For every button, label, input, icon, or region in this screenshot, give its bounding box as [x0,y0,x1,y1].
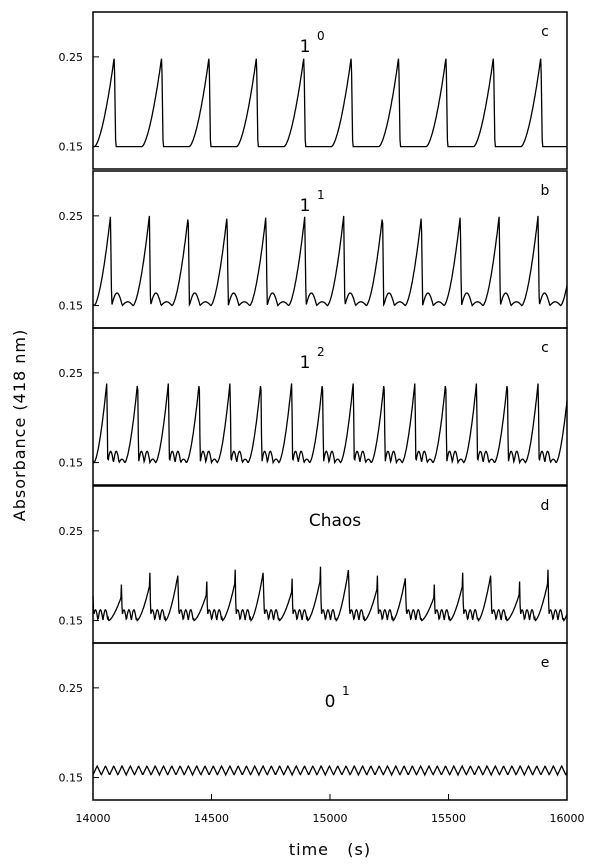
panel-frame [92,11,568,170]
regime-label-superscript: 1 [317,188,325,202]
regime-label: Chaos [309,511,361,531]
x-tick-label: 16000 [550,812,585,825]
series-line [92,566,568,622]
x-tick-label: 15500 [431,812,466,825]
panel-4: 0.15 0.25 d Chaos [59,485,568,644]
series-line [92,215,568,308]
panel-letter: b [541,183,550,199]
y-tick-label: 0.25 [59,210,84,223]
y-axis-label: Absorbance (418 nm) [10,329,29,521]
y-tick-label: 0.25 [59,682,84,695]
panel-letter: e [541,655,550,671]
y-tick-label: 0.15 [59,300,84,313]
series-line [92,383,568,465]
y-tick-label: 0.25 [59,51,84,64]
x-tick-label: 15000 [313,812,348,825]
x-tick-label: 14000 [76,812,111,825]
y-tick-label: 0.15 [59,141,84,154]
x-tick-label: 14500 [194,812,229,825]
y-tick-label: 0.25 [59,525,84,538]
regime-label: 0 [325,692,336,712]
y-tick-label: 0.25 [59,367,84,380]
series-line [92,764,568,777]
panel-1: 0.15 0.25 c 10 [59,11,568,170]
panel-frame [92,170,568,329]
panel-letter: d [541,498,550,514]
y-tick-label: 0.15 [59,615,84,628]
regime-label: 1 [300,196,311,216]
regime-label-superscript: 2 [317,345,325,359]
panel-frame [92,642,568,801]
regime-label: 1 [300,37,311,57]
panel-letter: c [541,24,549,40]
panel-2: 0.15 0.25 b 11 [59,170,568,329]
y-tick-label: 0.15 [59,772,84,785]
regime-label: 1 [300,353,311,373]
series-line [93,58,567,148]
regime-label-superscript: 1 [342,684,350,698]
panel-3: 0.15 0.25 c 12 [59,327,568,486]
y-tick-label: 0.15 [59,457,84,470]
panels-group: 0.150.25c100.150.25b110.150.25c120.150.2… [59,11,585,825]
regime-label-superscript: 0 [317,29,325,43]
panel-letter: c [541,340,549,356]
x-axis-label: time (s) [289,840,371,859]
panel-5: 0.15 0.25 e 01 [59,642,568,801]
